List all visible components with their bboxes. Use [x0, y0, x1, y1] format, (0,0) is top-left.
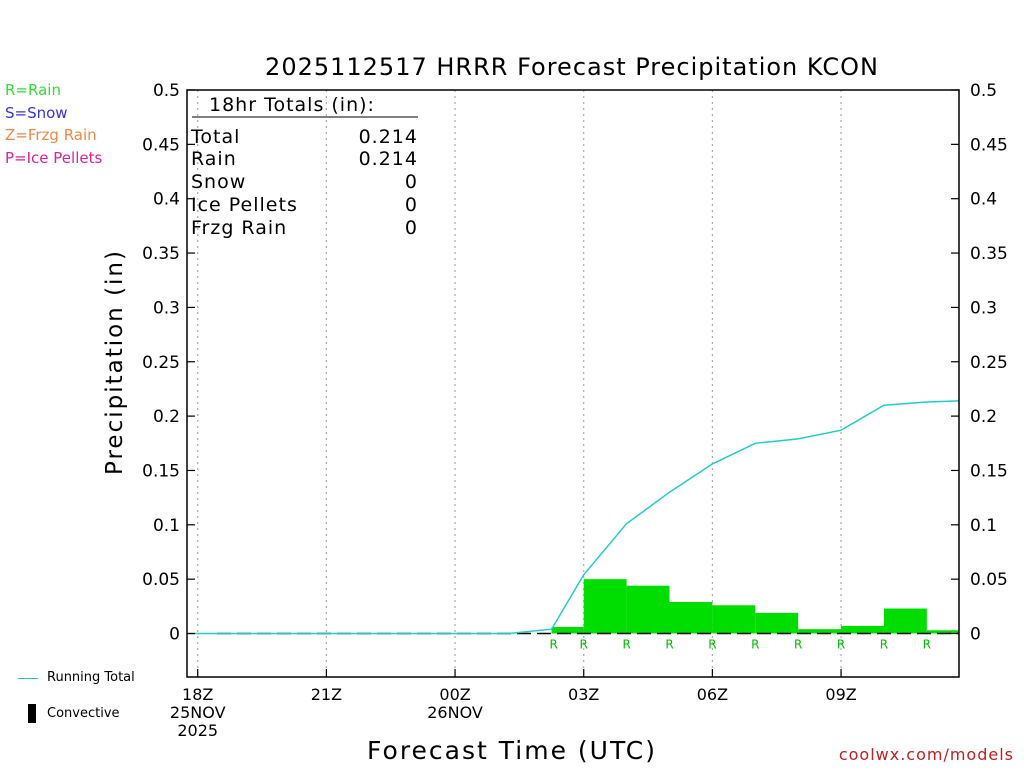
- rain-marker-7: R: [837, 638, 845, 652]
- y-tick-label-left-2: 0.4: [153, 190, 180, 210]
- legend-rain: R=Rain: [5, 81, 61, 99]
- rain-marker-6: R: [794, 638, 802, 652]
- y-tick-label-left-3: 0.35: [142, 244, 180, 264]
- y-axis-label: Precipitation (in): [102, 249, 128, 475]
- precip-bar-4: [712, 605, 756, 634]
- y-tick-label-right-10: 0: [970, 625, 981, 645]
- y-tick-label-left-0: 0.5: [153, 81, 180, 101]
- y-tick-label-right-5: 0.25: [970, 353, 1008, 373]
- x-tick-label-2-1: 26NOV: [427, 703, 483, 722]
- y-tick-label-left-5: 0.25: [142, 353, 180, 373]
- running-total-line: [187, 400, 960, 635]
- running-total-legend-swatch: [18, 678, 38, 679]
- totals-label-rain: Rain: [191, 148, 237, 170]
- x-tick-label-5-0: 09Z: [825, 685, 856, 704]
- totals-label-snow: Snow: [191, 171, 246, 193]
- precip-bar-6: [798, 629, 842, 634]
- precip-bar-2: [626, 585, 670, 634]
- precip-bar-9: [926, 630, 959, 634]
- convective-legend-swatch: [28, 704, 36, 723]
- y-tick-label-left-10: 0: [169, 625, 180, 645]
- precip-bar-0: [551, 626, 584, 634]
- x-tick-label-4-0: 06Z: [697, 685, 728, 704]
- rain-marker-8: R: [880, 638, 888, 652]
- rain-marker-3: R: [665, 638, 673, 652]
- y-tick-label-right-8: 0.1: [970, 516, 997, 536]
- x-tick-label-0-0: 18Z: [182, 685, 213, 704]
- totals-label-total: Total: [190, 126, 240, 148]
- rain-marker-1: R: [580, 638, 588, 652]
- x-tick-label-2-0: 00Z: [439, 685, 470, 704]
- chart-title: 2025112517 HRRR Forecast Precipitation K…: [265, 53, 879, 81]
- precip-bar-7: [841, 625, 884, 634]
- y-tick-label-right-1: 0.45: [970, 135, 1008, 155]
- precip-bar-5: [755, 612, 799, 634]
- convective-legend-label: Convective: [47, 706, 120, 721]
- totals-header: 18hr Totals (in):: [209, 94, 375, 116]
- y-tick-label-left-4: 0.3: [153, 298, 180, 318]
- rain-marker-9: R: [923, 638, 931, 652]
- legend-ice-pellets: P=Ice Pellets: [5, 149, 103, 167]
- totals-label-frzg-rain: Frzg Rain: [191, 217, 287, 239]
- x-tick-label-0-1: 25NOV: [170, 703, 226, 722]
- running-total-legend-label: Running Total: [47, 670, 135, 685]
- rain-marker-2: R: [622, 638, 630, 652]
- totals-value-total: 0.214: [359, 126, 418, 148]
- precip-bar-8: [883, 608, 927, 634]
- y-tick-label-left-1: 0.45: [142, 135, 180, 155]
- y-tick-label-right-9: 0.05: [970, 570, 1008, 590]
- y-tick-label-right-4: 0.3: [970, 298, 997, 318]
- totals-value-ice-pellets: 0: [405, 194, 418, 216]
- x-tick-label-1-0: 21Z: [311, 685, 342, 704]
- plot-frame: [186, 89, 960, 678]
- rain-marker-4: R: [708, 638, 716, 652]
- y-tick-label-left-6: 0.2: [153, 407, 180, 427]
- totals-value-snow: 0: [405, 171, 418, 193]
- totals-label-ice-pellets: Ice Pellets: [191, 194, 298, 216]
- precip-bar-3: [669, 601, 713, 634]
- totals-value-rain: 0.214: [359, 148, 418, 170]
- rain-marker-0: R: [550, 638, 558, 652]
- totals-value-frzg-rain: 0: [405, 217, 418, 239]
- legend-snow: S=Snow: [5, 104, 68, 122]
- x-axis-label: Forecast Time (UTC): [367, 736, 657, 765]
- y-tick-label-left-7: 0.15: [142, 461, 180, 481]
- totals-box: 18hr Totals (in): Total 0.214 Rain 0.214…: [190, 94, 418, 239]
- y-tick-label-left-8: 0.1: [153, 516, 180, 536]
- rain-marker-5: R: [751, 638, 759, 652]
- x-tick-label-3-0: 03Z: [568, 685, 599, 704]
- legend-frzg-rain: Z=Frzg Rain: [5, 126, 97, 144]
- precip-bar-1: [583, 579, 627, 634]
- y-tick-label-right-2: 0.4: [970, 190, 997, 210]
- credit-link[interactable]: coolwx.com/models: [838, 745, 1014, 764]
- y-tick-label-right-7: 0.15: [970, 461, 1008, 481]
- x-tick-label-0-2: 2025: [177, 721, 218, 740]
- y-tick-label-right-0: 0.5: [970, 81, 997, 101]
- y-tick-label-right-3: 0.35: [970, 244, 1008, 264]
- y-tick-label-left-9: 0.05: [142, 570, 180, 590]
- y-tick-label-right-6: 0.2: [970, 407, 997, 427]
